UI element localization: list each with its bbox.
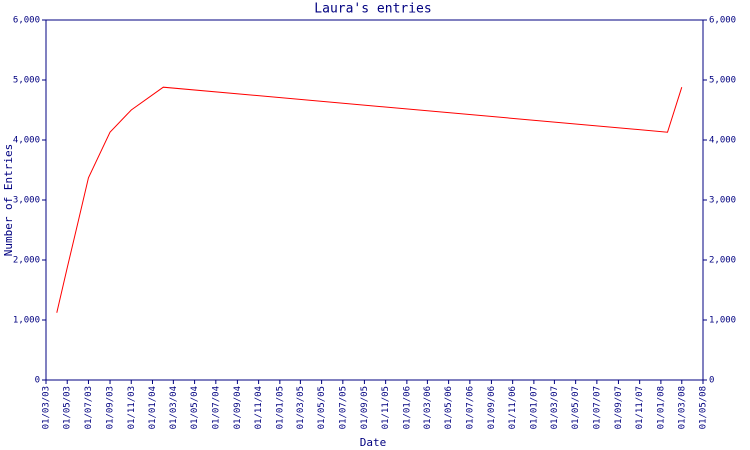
x-tick-label: 01/11/04 [254, 386, 264, 429]
data-line [56, 86, 683, 313]
x-tick-label: 01/09/05 [360, 386, 370, 429]
x-tick-label: 01/05/06 [444, 386, 454, 429]
x-tick-label: 01/05/07 [571, 386, 581, 429]
x-tick-label: 01/11/03 [127, 386, 137, 429]
y2-tick-label: 1,000 [709, 316, 736, 326]
x-tick-label: 01/03/07 [550, 386, 560, 429]
x-tick-label: 01/01/08 [656, 386, 666, 429]
y2-tick-label: 2,000 [709, 256, 736, 266]
plot-frame [45, 19, 704, 381]
y2-tick-label: 0 [709, 376, 714, 386]
x-tick-label: 01/03/04 [169, 386, 179, 429]
y-tick-label: 4,000 [13, 136, 40, 146]
x-tick-label: 01/03/05 [296, 386, 306, 429]
y2-tick-label: 4,000 [709, 136, 736, 146]
x-tick-label: 01/03/08 [677, 386, 687, 429]
x-tick-label: 01/05/04 [190, 386, 200, 429]
x-tick-label: 01/11/06 [508, 386, 518, 429]
y-tick-label: 5,000 [13, 76, 40, 86]
y-tick-label: 2,000 [13, 256, 40, 266]
x-tick-label: 01/01/07 [529, 386, 539, 429]
x-tick-label: 01/09/04 [233, 386, 243, 429]
y-tick-label: 0 [35, 376, 40, 386]
x-tick-label: 01/03/03 [42, 386, 52, 429]
y-tick-label: 6,000 [13, 16, 40, 26]
x-axis-label: Date [360, 436, 387, 449]
x-tick-label: 01/11/07 [635, 386, 645, 429]
x-tick-label: 01/07/06 [465, 386, 475, 429]
y-tick-label: 1,000 [13, 316, 40, 326]
x-tick-label: 01/09/07 [614, 386, 624, 429]
x-tick-label: 01/07/03 [84, 386, 94, 429]
x-tick-label: 01/09/06 [487, 386, 497, 429]
y-tick-label: 3,000 [13, 196, 40, 206]
y2-tick-label: 6,000 [709, 16, 736, 26]
x-tick-label: 01/11/05 [381, 386, 391, 429]
x-tick-label: 01/01/04 [148, 386, 158, 429]
y2-tick-label: 5,000 [709, 76, 736, 86]
x-tick-label: 01/01/05 [275, 386, 285, 429]
x-tick-label: 01/05/08 [699, 386, 709, 429]
x-tick-label: 01/07/04 [211, 386, 221, 429]
x-tick-label: 01/09/03 [106, 386, 116, 429]
x-tick-label: 01/03/06 [423, 386, 433, 429]
x-tick-label: 01/07/05 [338, 386, 348, 429]
y2-tick-label: 3,000 [709, 196, 736, 206]
x-tick-label: 01/01/06 [402, 386, 412, 429]
x-tick-label: 01/07/07 [592, 386, 602, 429]
y-axis-label: Number of Entries [2, 144, 15, 257]
chart-title: Laura's entries [314, 2, 431, 17]
x-tick-label: 01/05/03 [63, 386, 73, 429]
x-tick-label: 01/05/05 [317, 386, 327, 429]
